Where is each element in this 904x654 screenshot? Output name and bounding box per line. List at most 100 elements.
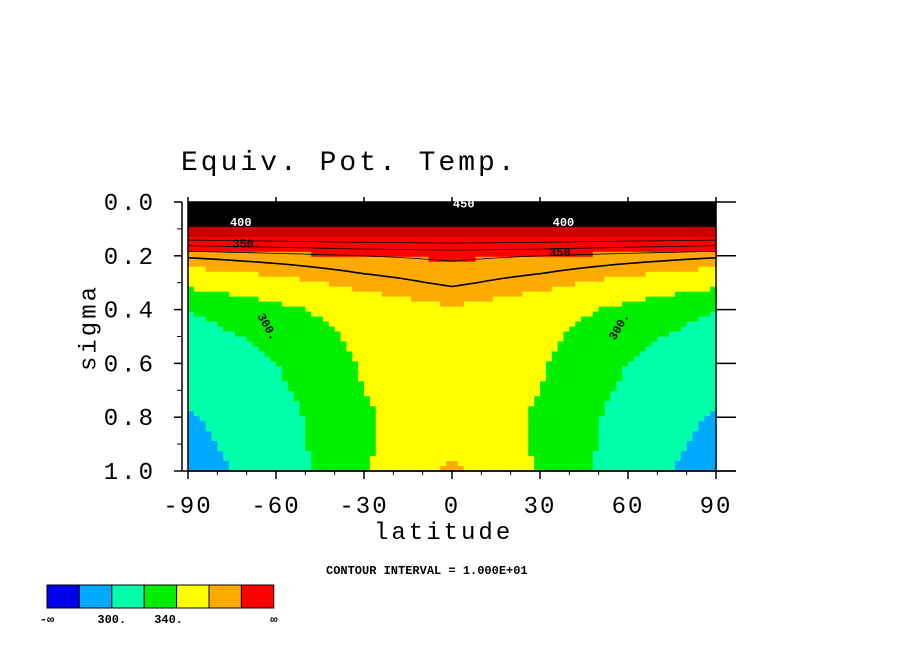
heatmap-cell <box>364 241 371 248</box>
heatmap-cell <box>639 236 647 243</box>
heatmap-cell <box>199 341 207 348</box>
heatmap-cell <box>434 306 441 313</box>
heatmap-cell <box>322 326 330 333</box>
heatmap-cell <box>481 202 488 208</box>
heatmap-cell <box>387 441 394 447</box>
heatmap-cell <box>205 456 213 462</box>
heatmap-cell <box>434 261 441 268</box>
heatmap-cell <box>551 286 559 293</box>
heatmap-cell <box>246 346 254 353</box>
heatmap-cell <box>328 456 336 462</box>
heatmap-cell <box>569 221 576 228</box>
heatmap-cell <box>252 306 259 313</box>
heatmap-cell <box>393 321 400 328</box>
heatmap-cell <box>387 296 394 303</box>
heatmap-cell <box>229 236 236 243</box>
heatmap-cell <box>680 306 688 313</box>
heatmap-cell <box>551 296 559 303</box>
heatmap-cell <box>557 276 565 283</box>
heatmap-cell <box>575 356 582 363</box>
heatmap-cell <box>416 451 424 457</box>
heatmap-cell <box>475 426 482 432</box>
heatmap-cell <box>633 241 641 248</box>
heatmap-cell <box>199 446 207 452</box>
heatmap-cell <box>628 366 635 372</box>
heatmap-cell <box>463 251 471 258</box>
heatmap-cell <box>557 381 565 387</box>
heatmap-cell <box>199 246 207 253</box>
heatmap-cell <box>686 316 694 323</box>
heatmap-cell <box>205 431 213 437</box>
heatmap-cell <box>446 256 453 263</box>
heatmap-cell <box>211 361 218 367</box>
heatmap-cell <box>469 301 477 308</box>
heatmap-cell <box>663 441 670 447</box>
heatmap-cell <box>663 426 670 432</box>
heatmap-cell <box>586 281 594 288</box>
heatmap-cell <box>498 206 506 213</box>
heatmap-cell <box>657 331 664 338</box>
heatmap-cell <box>352 231 359 238</box>
heatmap-cell <box>680 346 688 353</box>
heatmap-cell <box>563 401 570 407</box>
heatmap-cell <box>364 461 371 467</box>
heatmap-cell <box>463 451 471 457</box>
heatmap-cell <box>510 256 518 263</box>
heatmap-cell <box>264 286 271 293</box>
heatmap-cell <box>545 311 553 318</box>
heatmap-cell <box>387 466 394 472</box>
heatmap-cell <box>669 281 676 288</box>
heatmap-cell <box>234 421 242 427</box>
heatmap-cell <box>287 241 295 248</box>
heatmap-cell <box>311 421 318 427</box>
heatmap-cell <box>393 306 400 313</box>
heatmap-cell <box>674 341 682 348</box>
heatmap-cell <box>645 246 653 253</box>
heatmap-cell <box>369 281 377 288</box>
heatmap-cell <box>581 286 588 293</box>
heatmap-cell <box>399 446 406 452</box>
heatmap-cell <box>217 321 224 328</box>
heatmap-cell <box>674 446 682 452</box>
heatmap-cell <box>281 306 289 313</box>
heatmap-cell <box>317 331 324 338</box>
heatmap-cell <box>686 326 694 333</box>
heatmap-cell <box>234 391 242 397</box>
heatmap-cell <box>581 401 588 407</box>
heatmap-cell <box>240 281 248 288</box>
heatmap-cell <box>422 396 430 402</box>
heatmap-cell <box>481 211 488 218</box>
heatmap-cell <box>504 421 512 427</box>
heatmap-cell <box>410 341 418 348</box>
heatmap-cell <box>410 336 418 343</box>
heatmap-cell <box>551 406 559 412</box>
heatmap-cell <box>217 456 224 462</box>
heatmap-cell <box>193 426 201 432</box>
heatmap-cell <box>692 271 699 278</box>
heatmap-cell <box>698 436 705 442</box>
heatmap-cell <box>270 326 277 333</box>
heatmap-cell <box>545 341 553 348</box>
heatmap-cell <box>405 311 412 318</box>
heatmap-cell <box>340 341 347 348</box>
heatmap-cell <box>428 441 435 447</box>
heatmap-cell <box>276 466 283 472</box>
heatmap-cell <box>199 261 207 268</box>
heatmap-cell <box>405 406 412 412</box>
heatmap-cell <box>680 401 688 407</box>
heatmap-cell <box>369 356 377 363</box>
heatmap-cell <box>622 281 629 288</box>
heatmap-cell <box>674 391 682 397</box>
heatmap-cell <box>516 386 523 392</box>
heatmap-cell <box>364 296 371 303</box>
heatmap-cell <box>563 341 570 348</box>
heatmap-cell <box>669 446 676 452</box>
heatmap-cell <box>686 331 694 338</box>
heatmap-cell <box>322 351 330 358</box>
heatmap-cell <box>410 386 418 392</box>
heatmap-cell <box>358 441 365 447</box>
heatmap-cell <box>686 346 694 353</box>
heatmap-cell <box>299 376 306 382</box>
heatmap-cell <box>645 426 653 432</box>
colorbar-swatch <box>78 584 113 609</box>
